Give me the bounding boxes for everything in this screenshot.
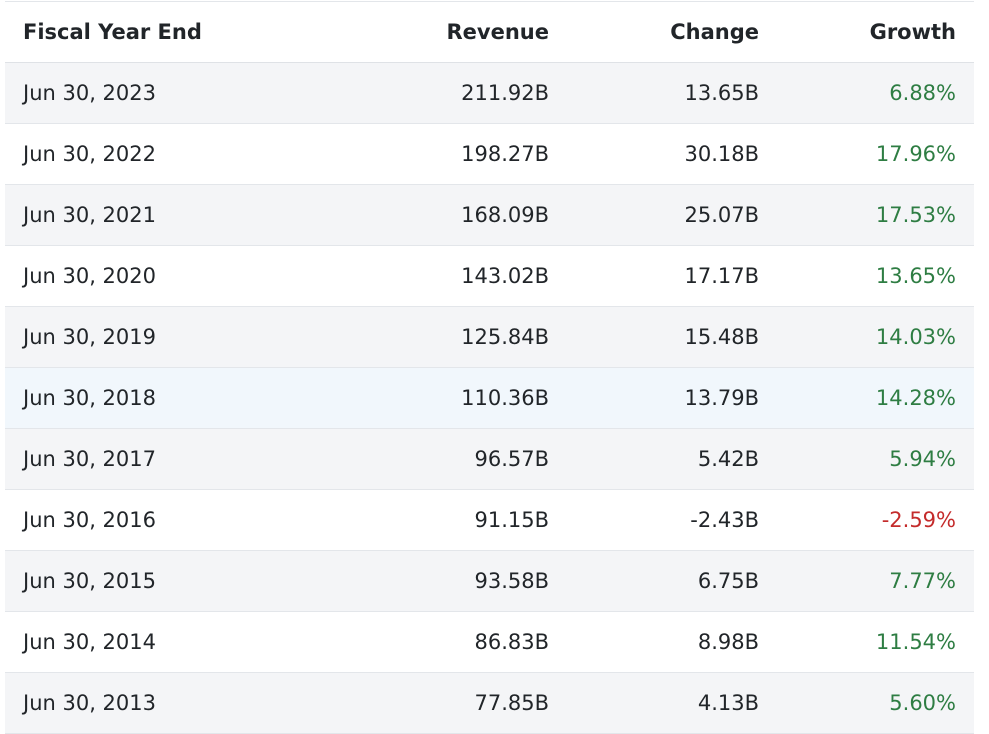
revenue-cell: 86.83B xyxy=(474,630,549,654)
growth-cell: 5.94% xyxy=(889,447,956,471)
table-header: Fiscal Year End Revenue Change Growth xyxy=(5,1,974,63)
table-row: Jun 30, 2016 91.15B -2.43B -2.59% xyxy=(5,489,974,551)
table-row: Jun 30, 2015 93.58B 6.75B 7.77% xyxy=(5,550,974,612)
fiscal-year-end-cell: Jun 30, 2016 xyxy=(23,508,157,532)
fiscal-year-end-cell: Jun 30, 2023 xyxy=(23,81,157,105)
table-row: Jun 30, 2021 168.09B 25.07B 17.53% xyxy=(5,184,974,246)
growth-cell: 17.53% xyxy=(875,203,956,227)
table-row: Jun 30, 2014 86.83B 8.98B 11.54% xyxy=(5,611,974,673)
change-cell: -2.43B xyxy=(690,508,759,532)
growth-cell: 13.65% xyxy=(875,264,956,288)
change-cell: 8.98B xyxy=(697,630,759,654)
fiscal-year-end-cell: Jun 30, 2022 xyxy=(23,142,157,166)
revenue-cell: 93.58B xyxy=(474,569,549,593)
growth-cell: 5.60% xyxy=(889,691,956,715)
fiscal-year-end-cell: Jun 30, 2015 xyxy=(23,569,157,593)
column-header-revenue[interactable]: Revenue xyxy=(215,1,567,63)
change-cell: 5.42B xyxy=(697,447,759,471)
change-cell: 30.18B xyxy=(684,142,759,166)
revenue-cell: 168.09B xyxy=(461,203,549,227)
revenue-cell: 110.36B xyxy=(461,386,549,410)
change-cell: 15.48B xyxy=(684,325,759,349)
revenue-cell: 211.92B xyxy=(461,81,549,105)
revenue-cell: 96.57B xyxy=(474,447,549,471)
table-row: Jun 30, 2017 96.57B 5.42B 5.94% xyxy=(5,428,974,490)
revenue-history-table: Fiscal Year End Revenue Change Growth Ju… xyxy=(5,1,974,734)
table-row: Jun 30, 2018 110.36B 13.79B 14.28% xyxy=(5,367,974,429)
revenue-history-table-container: Fiscal Year End Revenue Change Growth Ju… xyxy=(5,1,974,734)
table-row: Jun 30, 2022 198.27B 30.18B 17.96% xyxy=(5,123,974,185)
table-row: Jun 30, 2020 143.02B 17.17B 13.65% xyxy=(5,245,974,307)
fiscal-year-end-cell: Jun 30, 2017 xyxy=(23,447,157,471)
fiscal-year-end-cell: Jun 30, 2019 xyxy=(23,325,157,349)
fiscal-year-end-cell: Jun 30, 2018 xyxy=(23,386,157,410)
table-row: Jun 30, 2013 77.85B 4.13B 5.60% xyxy=(5,672,974,734)
header-row: Fiscal Year End Revenue Change Growth xyxy=(5,1,974,63)
change-cell: 13.65B xyxy=(684,81,759,105)
change-cell: 17.17B xyxy=(684,264,759,288)
growth-cell: 11.54% xyxy=(875,630,956,654)
revenue-cell: 143.02B xyxy=(461,264,549,288)
revenue-cell: 198.27B xyxy=(461,142,549,166)
growth-cell: 14.28% xyxy=(875,386,956,410)
fiscal-year-end-cell: Jun 30, 2014 xyxy=(23,630,157,654)
growth-cell: 7.77% xyxy=(889,569,956,593)
table-body: Jun 30, 2023 211.92B 13.65B 6.88% Jun 30, 20… xyxy=(5,62,974,734)
table-row: Jun 30, 2019 125.84B 15.48B 14.03% xyxy=(5,306,974,368)
change-cell: 13.79B xyxy=(684,386,759,410)
column-header-change[interactable]: Change xyxy=(567,1,777,63)
fiscal-year-end-cell: Jun 30, 2020 xyxy=(23,264,157,288)
table-row: Jun 30, 2023 211.92B 13.65B 6.88% xyxy=(5,62,974,124)
change-cell: 25.07B xyxy=(684,203,759,227)
change-cell: 6.75B xyxy=(697,569,759,593)
revenue-cell: 91.15B xyxy=(474,508,549,532)
growth-cell: 17.96% xyxy=(875,142,956,166)
revenue-cell: 125.84B xyxy=(461,325,549,349)
column-header-growth[interactable]: Growth xyxy=(777,1,974,63)
growth-cell: 6.88% xyxy=(889,81,956,105)
change-cell: 4.13B xyxy=(697,691,759,715)
revenue-cell: 77.85B xyxy=(474,691,549,715)
growth-cell: 14.03% xyxy=(875,325,956,349)
fiscal-year-end-cell: Jun 30, 2013 xyxy=(23,691,157,715)
growth-cell: -2.59% xyxy=(881,508,956,532)
fiscal-year-end-cell: Jun 30, 2021 xyxy=(23,203,157,227)
column-header-fiscal-year-end[interactable]: Fiscal Year End xyxy=(5,1,215,63)
